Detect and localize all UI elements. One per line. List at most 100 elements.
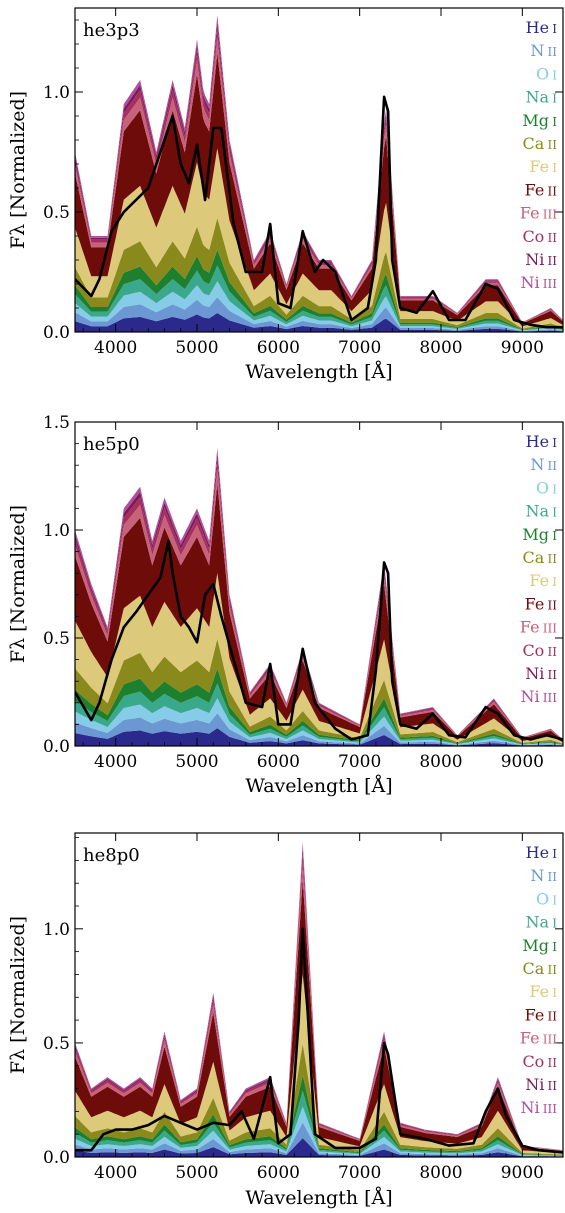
area-fe-ii xyxy=(75,879,563,1153)
legend-item: Na I xyxy=(526,502,558,521)
y-tick-label: 1.0 xyxy=(43,83,70,103)
legend: He I N II O I Na I Mg I Ca II Fe I Fe II Fe III C… xyxy=(520,432,557,706)
plot-area xyxy=(75,842,563,1157)
plot-area xyxy=(75,447,563,746)
legend: He I N II O I Na I Mg I Ca II Fe I Fe II Fe III C… xyxy=(520,18,557,292)
legend-item: Ni II xyxy=(525,250,557,269)
area-ca-ii xyxy=(75,218,563,330)
x-axis-label: Wavelength [Å] xyxy=(245,775,392,797)
area-ca-ii xyxy=(75,638,563,745)
x-tick-label: 9000 xyxy=(501,1163,544,1183)
legend-item: Ca II xyxy=(523,959,558,978)
y-tick-label: 0.0 xyxy=(43,1148,70,1168)
legend-item: N II xyxy=(530,866,557,885)
legend-item: O I xyxy=(536,889,557,908)
legend-item: He I xyxy=(526,843,558,862)
y-tick-label: 0.5 xyxy=(43,1034,70,1054)
x-tick-label: 7000 xyxy=(338,338,381,358)
legend-item: Fe I xyxy=(529,982,557,1001)
legend-item: Fe II xyxy=(525,1005,558,1024)
y-tick-label: 0.0 xyxy=(43,737,70,757)
x-axis-label: Wavelength [Å] xyxy=(245,1187,392,1209)
model-label: he3p3 xyxy=(83,20,140,41)
legend-item: O I xyxy=(536,64,557,83)
y-tick-label: 0.0 xyxy=(43,323,70,343)
legend-item: He I xyxy=(526,18,558,37)
area-na-i xyxy=(75,265,563,331)
y-axis-label: Fλ [Normalized] xyxy=(7,916,29,1074)
observed-spectrum-line xyxy=(75,927,563,1154)
area-fe-i xyxy=(75,148,563,329)
legend: He I N II O I Na I Mg I Ca II Fe I Fe II Fe III C… xyxy=(520,843,557,1117)
y-tick-label: 1.5 xyxy=(43,413,70,433)
legend-item: Fe III xyxy=(520,618,557,637)
x-tick-label: 6000 xyxy=(257,1163,300,1183)
x-tick-label: 8000 xyxy=(419,1163,462,1183)
y-tick-label: 1.0 xyxy=(43,521,70,541)
y-axis-label: Fλ [Normalized] xyxy=(7,505,29,663)
legend-item: N II xyxy=(530,41,557,60)
x-tick-label: 5000 xyxy=(175,338,218,358)
area-mg-i xyxy=(75,668,563,745)
area-fe-ii xyxy=(75,483,563,743)
legend-item: Mg I xyxy=(522,111,557,130)
x-tick-label: 8000 xyxy=(419,752,462,772)
area-ni-ii xyxy=(75,21,563,323)
area-he-i xyxy=(75,1138,563,1157)
model-label: he5p0 xyxy=(83,434,140,455)
legend-item: Ni II xyxy=(525,1075,557,1094)
spectrum-panel-he8p0: 4000 5000 6000 7000 8000 9000 0.0 0.5 1.0 he8p0 Wa… xyxy=(7,832,564,1209)
legend-item: Fe III xyxy=(520,204,557,223)
y-tick-label: 1.0 xyxy=(43,920,70,940)
plot-frame xyxy=(74,7,564,333)
x-tick-label: 7000 xyxy=(338,752,381,772)
observed-spectrum-line xyxy=(75,95,563,329)
legend-item: Ca II xyxy=(523,548,558,567)
legend-item: Ni III xyxy=(520,273,557,292)
x-axis-label: Wavelength [Å] xyxy=(245,361,392,383)
area-fe-ii xyxy=(75,53,563,327)
legend-item: Fe II xyxy=(525,594,558,613)
legend-item: Fe II xyxy=(525,180,558,199)
area-o-i xyxy=(75,698,563,746)
legend-item: Fe I xyxy=(529,571,557,590)
legend-item: Mg I xyxy=(522,936,557,955)
observed-spectrum-line xyxy=(75,539,563,741)
legend-item: Ca II xyxy=(523,134,558,153)
x-tick-label: 9000 xyxy=(501,338,544,358)
x-tick-label: 5000 xyxy=(175,1163,218,1183)
plot-frame xyxy=(74,832,564,1158)
x-tick-label: 7000 xyxy=(338,1163,381,1183)
area-ni-iii xyxy=(75,15,563,323)
area-n-ii xyxy=(75,297,563,332)
y-axis-label: Fλ [Normalized] xyxy=(7,91,29,249)
x-tick-label: 6000 xyxy=(257,338,300,358)
legend-item: Co II xyxy=(522,1052,557,1071)
legend-item: Fe III xyxy=(520,1029,557,1048)
legend-item: N II xyxy=(530,455,557,474)
x-tick-label: 5000 xyxy=(175,752,218,772)
legend-item: Co II xyxy=(522,227,557,246)
y-tick-label: 0.5 xyxy=(43,629,70,649)
legend-item: Fe I xyxy=(529,157,557,176)
plot-area xyxy=(75,15,563,332)
area-mg-i xyxy=(75,249,563,330)
y-tick-label: 0.5 xyxy=(43,203,70,223)
area-na-i xyxy=(75,683,563,745)
legend-item: Mg I xyxy=(522,525,557,544)
x-tick-label: 4000 xyxy=(94,752,137,772)
legend-item: Co II xyxy=(522,641,557,660)
legend-item: Ni II xyxy=(525,664,557,683)
legend-item: Na I xyxy=(526,88,558,107)
model-label: he8p0 xyxy=(83,845,140,866)
legend-item: He I xyxy=(526,432,558,451)
spectrum-panel-he3p3: 4000 5000 6000 7000 8000 9000 0.0 0.5 1.0 he3p3 Wa… xyxy=(7,7,564,383)
x-tick-label: 4000 xyxy=(94,338,137,358)
area-n-ii xyxy=(75,713,563,746)
area-o-i xyxy=(75,281,563,331)
plot-frame xyxy=(74,421,564,747)
x-tick-label: 9000 xyxy=(501,752,544,772)
legend-item: Ni III xyxy=(520,1098,557,1117)
x-tick-label: 8000 xyxy=(419,338,462,358)
